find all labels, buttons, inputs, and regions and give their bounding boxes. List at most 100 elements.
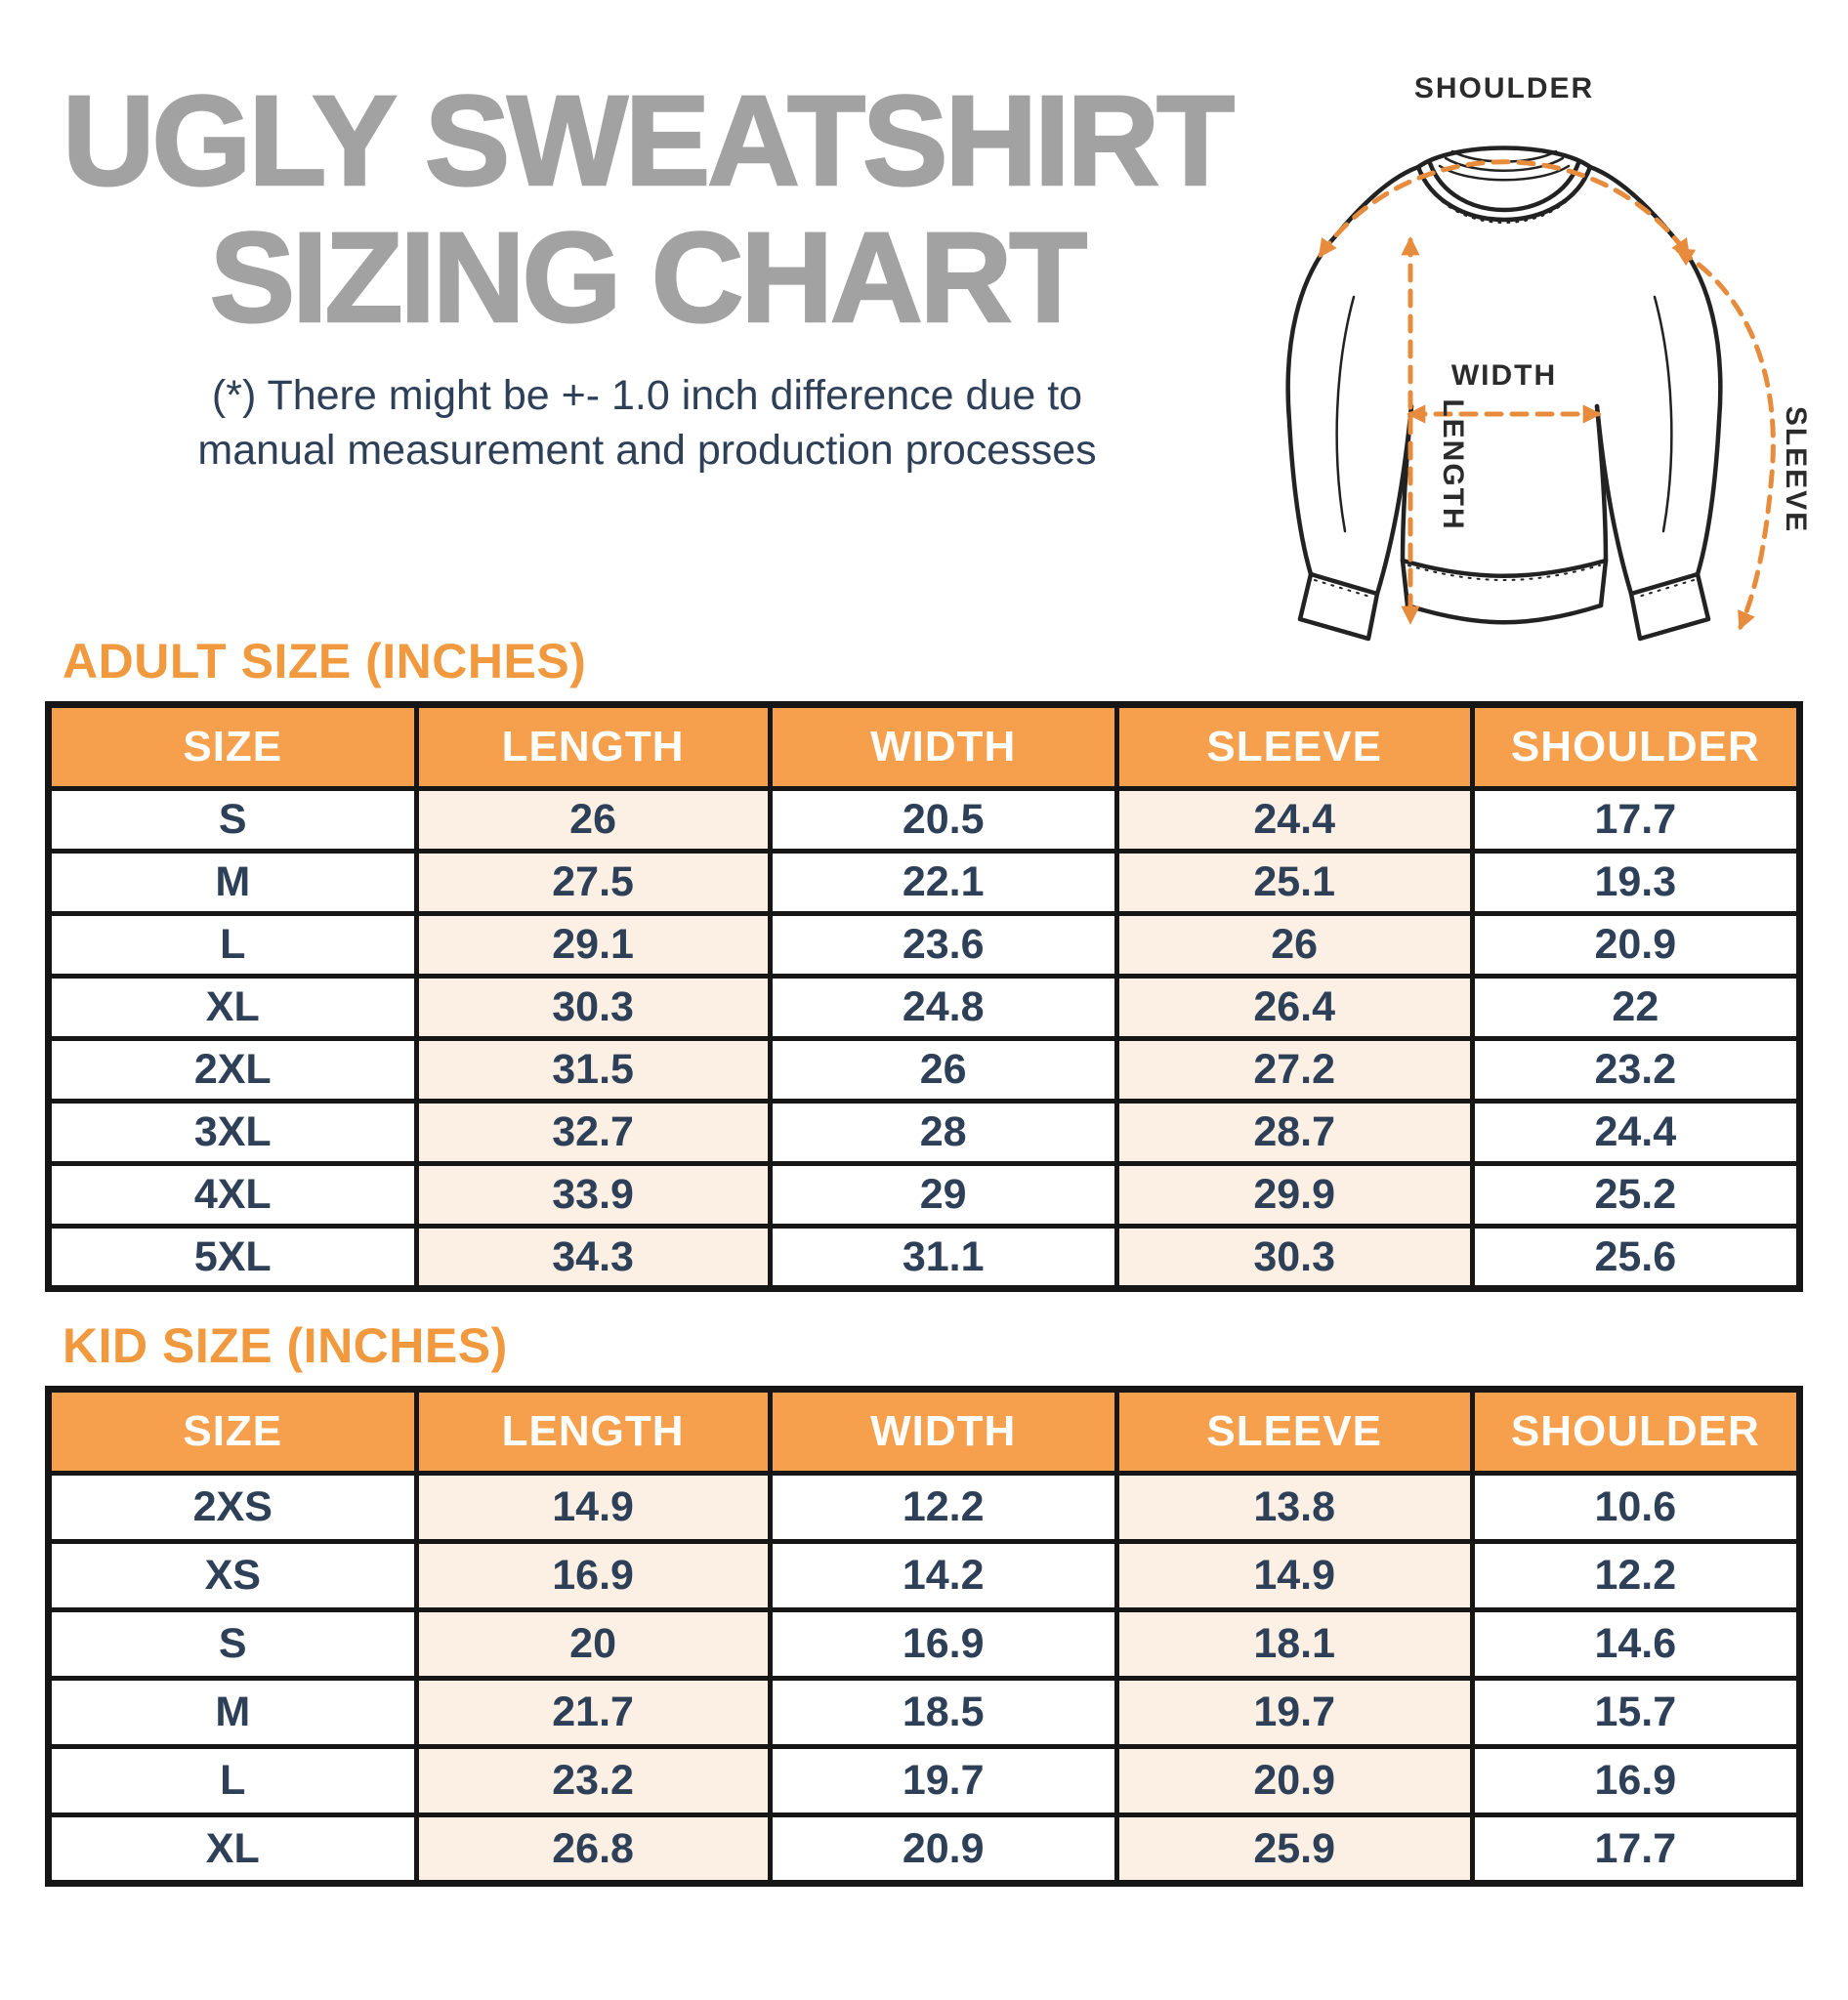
- measurement-cell: 15.7: [1469, 1676, 1803, 1749]
- measurement-cell: 28: [767, 1099, 1119, 1166]
- measurement-cell: 12.2: [767, 1471, 1119, 1544]
- column-header-length: LENGTH: [413, 1387, 773, 1476]
- measurement-cell: 23.6: [767, 911, 1119, 979]
- table-row: 2XL 31.5 26 27.2 23.2: [46, 1036, 1803, 1104]
- sweatshirt-measurement-diagram: SHOULDER WIDTH LENGTH SLEEVE: [1252, 45, 1844, 660]
- table-row: M 21.7 18.5 19.7 15.7: [46, 1676, 1803, 1749]
- size-cell: S: [46, 786, 419, 854]
- page-title: UGLY SWEATSHIRT SIZING CHART: [39, 68, 1255, 350]
- disclaimer-line-2: manual measurement and production proces…: [197, 427, 1097, 475]
- measurement-cell: 26: [413, 786, 773, 854]
- size-cell: L: [46, 1744, 419, 1817]
- measurement-cell: 25.2: [1469, 1161, 1803, 1229]
- shoulder-arrow-icon: [1318, 159, 1691, 259]
- measurement-cell: 26.4: [1113, 974, 1475, 1041]
- measurement-cell: 17.7: [1469, 786, 1803, 854]
- measurement-cell: 27.2: [1113, 1036, 1475, 1104]
- title-line-1: UGLY SWEATSHIRT: [62, 68, 1237, 212]
- kid-size-heading: KID SIZE (INCHES): [63, 1318, 508, 1373]
- measurement-cell: 19.7: [767, 1744, 1119, 1817]
- measurement-cell: 13.8: [1113, 1471, 1475, 1544]
- measurement-cell: 25.9: [1113, 1812, 1475, 1886]
- measurement-cell: 22: [1469, 974, 1803, 1041]
- table-row: 3XL 32.7 28 28.7 24.4: [46, 1099, 1803, 1166]
- title-block: UGLY SWEATSHIRT SIZING CHART (*) There m…: [39, 68, 1255, 479]
- measurement-cell: 34.3: [413, 1224, 773, 1291]
- size-cell: XL: [46, 974, 419, 1041]
- sleeve-label: SLEEVE: [1780, 406, 1812, 533]
- size-cell: 3XL: [46, 1099, 419, 1166]
- table-row: XL 30.3 24.8 26.4 22: [46, 974, 1803, 1041]
- table-row: 4XL 33.9 29 29.9 25.2: [46, 1161, 1803, 1229]
- measurement-cell: 30.3: [413, 974, 773, 1041]
- size-cell: 4XL: [46, 1161, 419, 1229]
- size-cell: L: [46, 911, 419, 979]
- adult-table-header-row: SIZE LENGTH WIDTH SLEEVE SHOULDER: [46, 702, 1803, 791]
- measurement-cell: 29.9: [1113, 1161, 1475, 1229]
- measurement-cell: 20.9: [1113, 1744, 1475, 1817]
- size-cell: M: [46, 1676, 419, 1749]
- measurement-cell: 18.5: [767, 1676, 1119, 1749]
- table-row: XL 26.8 20.9 25.9 17.7: [46, 1812, 1803, 1886]
- sweatshirt-diagram-svg: SHOULDER WIDTH LENGTH SLEEVE: [1285, 72, 1812, 642]
- measurement-cell: 12.2: [1469, 1539, 1803, 1612]
- measurement-cell: 23.2: [413, 1744, 773, 1817]
- column-header-width: WIDTH: [767, 1387, 1119, 1476]
- measurement-cell: 24.8: [767, 974, 1119, 1041]
- measurement-cell: 14.6: [1469, 1607, 1803, 1681]
- measurement-cell: 19.3: [1469, 849, 1803, 916]
- measurement-cell: 19.7: [1113, 1676, 1475, 1749]
- measurement-cell: 23.2: [1469, 1036, 1803, 1104]
- table-row: XS 16.9 14.2 14.9 12.2: [46, 1539, 1803, 1612]
- measurement-cell: 28.7: [1113, 1099, 1475, 1166]
- measurement-cell: 20: [413, 1607, 773, 1681]
- column-header-size: SIZE: [46, 702, 419, 791]
- measurement-cell: 31.5: [413, 1036, 773, 1104]
- measurement-cell: 26.8: [413, 1812, 773, 1886]
- table-row: S 20 16.9 18.1 14.6: [46, 1607, 1803, 1681]
- title-line-2: SIZING CHART: [208, 205, 1088, 350]
- disclaimer-line-1: (*) There might be +- 1.0 inch differenc…: [211, 372, 1083, 420]
- measurement-cell: 20.5: [767, 786, 1119, 854]
- measurement-cell: 16.9: [413, 1539, 773, 1612]
- size-cell: 5XL: [46, 1224, 419, 1291]
- measurement-cell: 24.4: [1469, 1099, 1803, 1166]
- sleeve-arrow-icon: [1674, 247, 1776, 631]
- measurement-cell: 24.4: [1113, 786, 1475, 854]
- column-header-length: LENGTH: [413, 702, 773, 791]
- measurement-cell: 26: [1113, 911, 1475, 979]
- measurement-cell: 27.5: [413, 849, 773, 916]
- column-header-sleeve: SLEEVE: [1113, 702, 1475, 791]
- table-row: L 29.1 23.6 26 20.9: [46, 911, 1803, 979]
- measurement-cell: 16.9: [767, 1607, 1119, 1681]
- measurement-cell: 22.1: [767, 849, 1119, 916]
- table-row: M 27.5 22.1 25.1 19.3: [46, 849, 1803, 916]
- kid-size-section: KID SIZE (INCHES) SIZE LENGTH WIDTH SLEEVE S…: [0, 1321, 1848, 1887]
- shoulder-label: SHOULDER: [1414, 72, 1594, 104]
- size-cell: 2XL: [46, 1036, 419, 1104]
- measurement-cell: 10.6: [1469, 1471, 1803, 1544]
- size-cell: XL: [46, 1812, 419, 1886]
- measurement-cell: 21.7: [413, 1676, 773, 1749]
- disclaimer: (*) There might be +- 1.0 inch differenc…: [39, 369, 1255, 479]
- table-row: 5XL 34.3 31.1 30.3 25.6: [46, 1224, 1803, 1291]
- measurement-cell: 20.9: [767, 1812, 1119, 1886]
- measurement-cell: 17.7: [1469, 1812, 1803, 1886]
- measurement-cell: 14.9: [1113, 1539, 1475, 1612]
- header: UGLY SWEATSHIRT SIZING CHART (*) There m…: [0, 0, 1848, 642]
- width-label: WIDTH: [1451, 359, 1557, 392]
- measurement-cell: 18.1: [1113, 1607, 1475, 1681]
- measurement-cell: 29: [767, 1161, 1119, 1229]
- adult-size-heading: ADULT SIZE (INCHES): [63, 634, 587, 688]
- table-row: S 26 20.5 24.4 17.7: [46, 786, 1803, 854]
- size-cell: XS: [46, 1539, 419, 1612]
- length-label: LENGTH: [1437, 398, 1469, 530]
- table-row: 2XS 14.9 12.2 13.8 10.6: [46, 1471, 1803, 1544]
- measurement-cell: 25.6: [1469, 1224, 1803, 1291]
- column-header-size: SIZE: [46, 1387, 419, 1476]
- kid-size-table: SIZE LENGTH WIDTH SLEEVE SHOULDER 2XS 14.9 12.…: [45, 1386, 1803, 1887]
- measurement-cell: 20.9: [1469, 911, 1803, 979]
- adult-size-table: SIZE LENGTH WIDTH SLEEVE SHOULDER S 26 20.5 24.…: [45, 701, 1803, 1292]
- measurement-cell: 32.7: [413, 1099, 773, 1166]
- measurement-cell: 14.9: [413, 1471, 773, 1544]
